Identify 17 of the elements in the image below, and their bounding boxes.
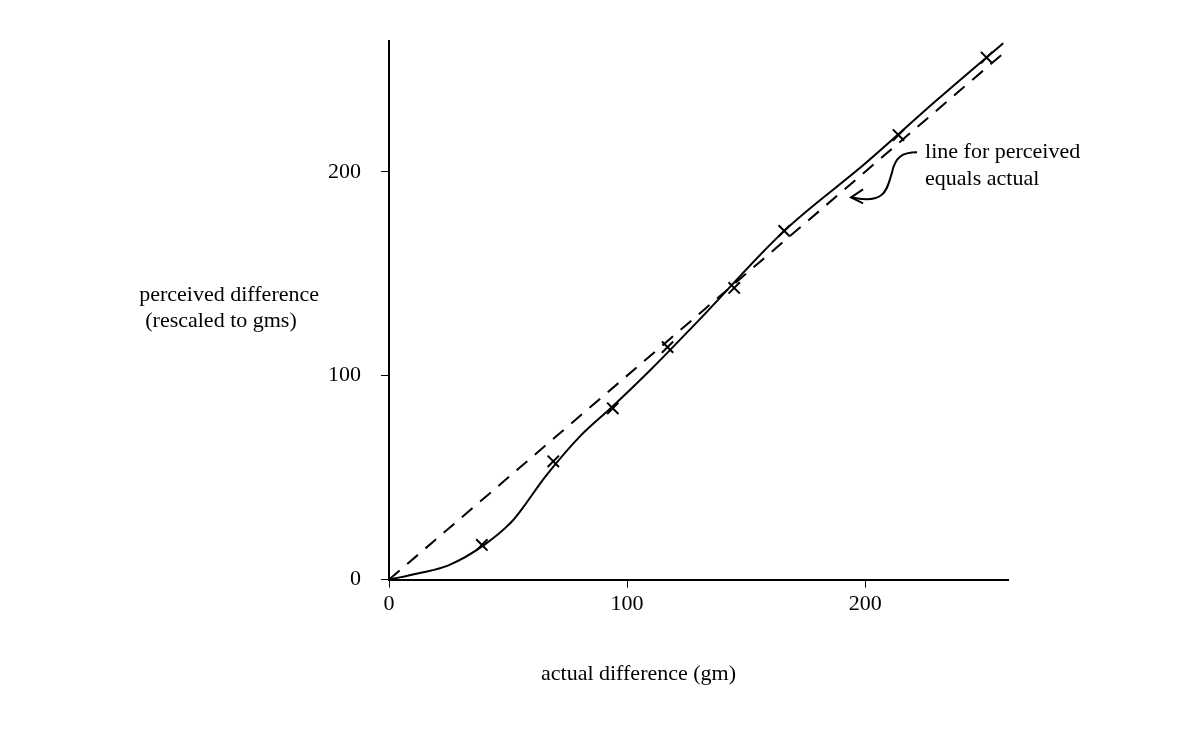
x-axis-title: actual difference (gm): [540, 660, 737, 686]
y-tick-label: 0: [350, 565, 361, 591]
annotation: line for perceived equals actual: [925, 138, 1081, 191]
point: [546, 454, 560, 468]
point: [777, 224, 791, 238]
x-tick-label: 200: [848, 589, 882, 615]
x-tick-label: 0: [383, 589, 395, 615]
x-tick-label: 100: [610, 589, 644, 615]
point: [660, 340, 675, 354]
point: [475, 538, 489, 552]
y-tick-label: 100: [328, 361, 361, 387]
point: [727, 281, 741, 295]
point: [979, 50, 994, 65]
y-axis-title: perceived difference (rescaled to gms): [139, 281, 319, 333]
y-tick-label: 200: [328, 157, 361, 183]
point: [606, 401, 620, 415]
point: [891, 128, 906, 142]
